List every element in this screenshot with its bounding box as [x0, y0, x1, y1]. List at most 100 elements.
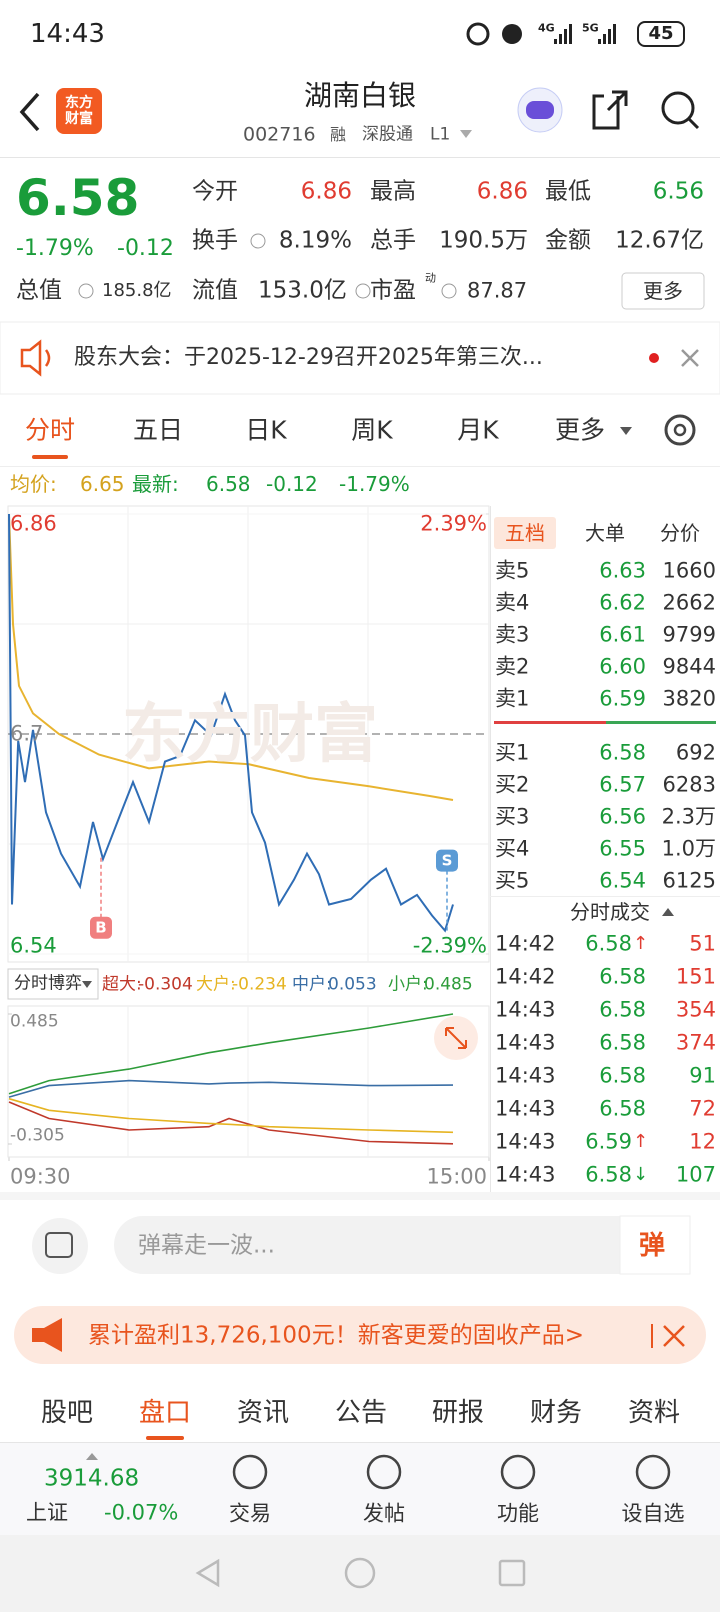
section-tab[interactable]: 财务: [529, 1398, 583, 1428]
order-book-tab[interactable]: 五档: [505, 521, 545, 545]
chart-tab[interactable]: 分时: [24, 415, 76, 445]
trade-mark-label: S: [441, 851, 453, 870]
fund-selector[interactable]: [7, 968, 99, 1000]
notice-text[interactable]: 股东大会：于2025-12-29召开2025年第三次...: [74, 345, 543, 370]
settings-core: [673, 423, 687, 437]
section-tab[interactable]: 盘口: [138, 1398, 192, 1428]
trade-volume: 354: [675, 997, 716, 1022]
info-icon: [441, 283, 457, 299]
x-tick-label: 09:30: [10, 1164, 71, 1189]
signal-bar: [559, 34, 562, 44]
promo-text[interactable]: 累计盈利13,726,100元！新客更爱的固收产品>: [88, 1322, 584, 1349]
trade-price: 6.58: [585, 1162, 632, 1187]
nav-label[interactable]: 设自选: [621, 1501, 685, 1526]
danmaku-placeholder[interactable]: 弹幕走一波...: [138, 1232, 275, 1259]
chart-tab[interactable]: 月K: [457, 415, 499, 445]
signal-bar: [608, 29, 611, 44]
order-level: 买1: [495, 740, 530, 765]
nav-label[interactable]: 交易: [229, 1501, 271, 1526]
trade-mark-label: B: [95, 918, 107, 937]
fund-y-tick-label: -0.305: [10, 1125, 65, 1146]
section-tab[interactable]: 资料: [627, 1398, 681, 1428]
order-volume: 9799: [662, 622, 716, 647]
legend-label: 均价:: [10, 472, 57, 496]
order-volume: 3820: [662, 686, 716, 711]
trade-time: 14:42: [495, 964, 556, 989]
chart-tab[interactable]: 周K: [351, 415, 393, 445]
trade-time: 14:43: [495, 1030, 556, 1055]
stock-code: 002716: [243, 123, 316, 146]
order-book-tab[interactable]: 大单: [585, 521, 625, 545]
danmaku-icon: [45, 1232, 73, 1258]
battery-icon: [637, 21, 685, 47]
chart-tab[interactable]: 日K: [245, 415, 287, 445]
fund-legend-value: -0.304: [138, 974, 193, 995]
field-value: 6.86: [300, 178, 352, 205]
close-notice[interactable]: [681, 349, 699, 367]
signal-bar: [554, 39, 557, 44]
more-button[interactable]: [621, 272, 705, 310]
order-book-divider: [490, 506, 491, 1192]
search-handle: [687, 117, 700, 130]
battery-level: 45: [648, 23, 674, 44]
trade-mark: [436, 849, 458, 872]
nav-icon[interactable]: [500, 1454, 536, 1490]
order-level: 卖4: [495, 590, 530, 615]
danmaku-input[interactable]: [114, 1216, 690, 1274]
settings-button[interactable]: [664, 414, 696, 446]
nav-label[interactable]: 功能: [497, 1501, 539, 1526]
field-label: 金额: [545, 227, 591, 254]
trade-time: 14:42: [495, 931, 556, 956]
section-tab[interactable]: 公告: [334, 1398, 388, 1428]
y-tick-label: 6.54: [10, 933, 57, 958]
share-button[interactable]: [592, 90, 628, 130]
chart-tab[interactable]: 五日: [132, 415, 184, 445]
more-button-label[interactable]: 更多: [643, 279, 683, 303]
fund-selector-label[interactable]: 分时博弈: [14, 973, 82, 994]
stock-tag: 深股通: [362, 124, 413, 145]
chart-tab[interactable]: 更多: [554, 415, 606, 445]
back-button[interactable]: [19, 92, 40, 132]
field-value: 8.19%: [278, 227, 352, 254]
signal-bar: [613, 24, 616, 44]
section-tab[interactable]: 股吧: [40, 1398, 94, 1428]
danmaku-button-bg: [619, 1215, 691, 1275]
trade-price: 6.58: [585, 931, 632, 956]
trade-time: 14:43: [495, 1063, 556, 1088]
trade-arrow: ↓: [633, 1164, 649, 1185]
promo-megaphone: [32, 1318, 62, 1352]
index-value: 3914.68: [44, 1465, 140, 1492]
fund-legend-value: 0.053: [328, 974, 377, 995]
order-price: 6.58: [599, 740, 646, 765]
order-price: 6.62: [599, 590, 646, 615]
order-book-tab[interactable]: 分价: [660, 521, 700, 545]
trades-divider: [490, 896, 720, 897]
search-button[interactable]: [661, 91, 695, 125]
section-tab[interactable]: 研报: [431, 1398, 485, 1428]
trade-price: 6.58: [599, 1096, 646, 1121]
stock-tag: 融: [330, 125, 347, 144]
system-home[interactable]: [344, 1557, 376, 1589]
stock-tag: L1: [430, 124, 451, 145]
field-value: 87.87: [467, 278, 528, 303]
book-split-red: [494, 721, 606, 724]
fund-legend-label: 大户:: [196, 974, 236, 995]
tabs-divider: [0, 466, 720, 467]
logo: [56, 88, 102, 134]
sort-arrow: [662, 908, 674, 916]
section-tab[interactable]: 资讯: [236, 1398, 290, 1428]
status-time: 14:43: [30, 19, 105, 49]
nav-icon[interactable]: [366, 1454, 402, 1490]
system-back[interactable]: [195, 1558, 220, 1588]
close-promo[interactable]: [663, 1325, 685, 1347]
y-tick-label: 6.7: [10, 721, 44, 746]
nav-label[interactable]: 发帖: [363, 1501, 405, 1526]
field-label: 流值: [192, 277, 238, 304]
promo-banner[interactable]: [14, 1306, 706, 1364]
watermark: 东方财富: [122, 698, 378, 772]
system-recent[interactable]: [498, 1559, 526, 1587]
danmaku-settings[interactable]: [32, 1218, 88, 1274]
nav-icon[interactable]: [232, 1454, 268, 1490]
danmaku-button[interactable]: 弹: [638, 1231, 666, 1261]
nav-icon[interactable]: [635, 1454, 671, 1490]
